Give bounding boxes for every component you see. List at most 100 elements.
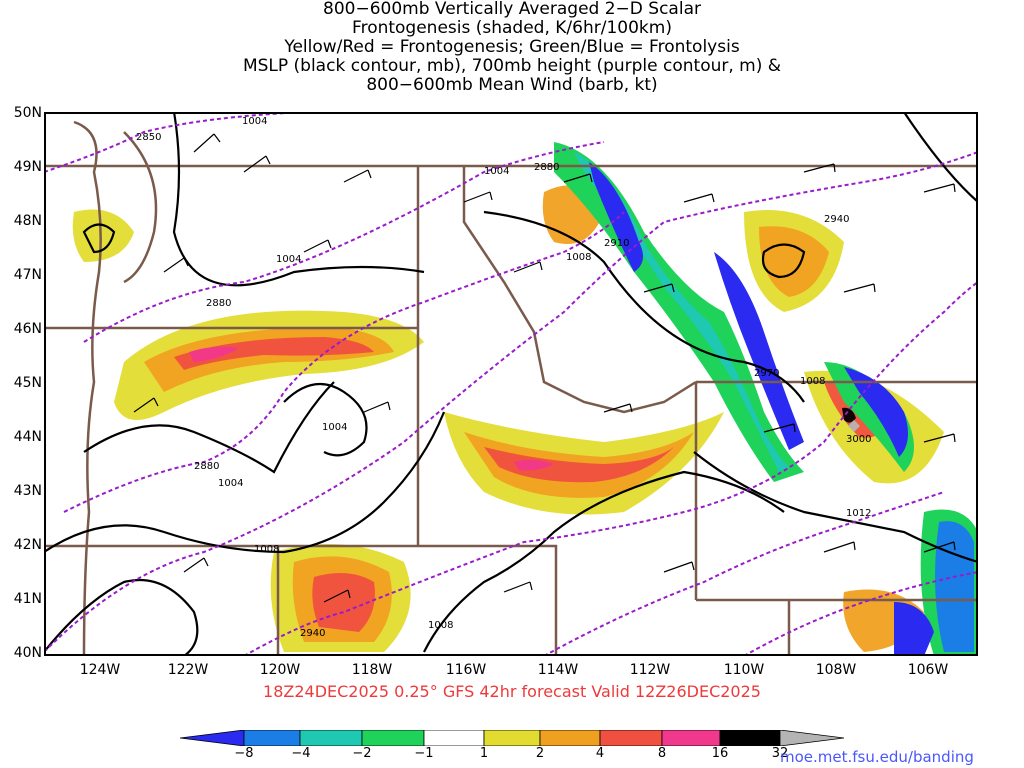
colorbar-label: 32 (771, 746, 789, 761)
mslp-label: 1008 (428, 620, 453, 631)
wind-barb (923, 183, 956, 193)
political-borders (44, 120, 978, 656)
lon-label-112w: 112W (629, 662, 671, 678)
height-label: 3000 (846, 434, 871, 445)
colorbar-neg8-neg4 (243, 730, 301, 746)
height-contours (44, 112, 978, 656)
colorbar-neg4-neg2 (299, 730, 363, 746)
mslp-label: 1004 (484, 166, 509, 177)
wind-barb (823, 541, 856, 553)
colorbar-label: 2 (535, 746, 545, 761)
mslp-label: 1004 (242, 116, 267, 127)
mslp-label: 1008 (800, 376, 825, 387)
lat-label-50n: 50N (13, 105, 42, 121)
height-label: 2910 (604, 238, 629, 249)
lat-label-47n: 47N (13, 267, 42, 283)
lon-label-114w: 114W (537, 662, 579, 678)
wind-barb (303, 239, 332, 253)
wind-barb (163, 257, 189, 273)
lat-label-41n: 41N (13, 591, 42, 607)
wind-barb (683, 193, 715, 203)
border-id-mt (462, 166, 697, 414)
title-line-4: MSLP (black contour, mb), 700mb height (… (242, 56, 782, 76)
lat-label-44n: 44N (13, 429, 42, 445)
mslp-contour-far-east (903, 112, 978, 203)
title-line-5: 800−600mb Mean Wind (barb, kt) (366, 75, 658, 95)
mslp-label: 1008 (254, 544, 279, 555)
frontolysis-band-montana-max (589, 162, 643, 272)
colorbar-2-4 (539, 730, 601, 746)
colorbar-1-2 (483, 730, 541, 746)
lat-label-40n: 40N (13, 645, 42, 661)
mslp-contours (44, 112, 978, 656)
lat-label-48n: 48N (13, 213, 42, 229)
credit-link[interactable]: moe.met.fsu.edu/banding (780, 748, 974, 766)
wind-barb (133, 397, 159, 413)
wind-barb (323, 589, 351, 603)
frontogenesis-wyoming-max (842, 407, 856, 423)
height-contour-3000 (743, 571, 978, 656)
frontogenesis-band-idaho-max (484, 447, 674, 483)
mslp-contour-closed-wyoming (761, 243, 806, 279)
mslp-contour-1008-south (423, 470, 785, 653)
wind-barb (923, 541, 956, 553)
colorbar-label: 1 (479, 746, 489, 761)
lon-label-120w: 120W (259, 662, 301, 678)
colorbar-neg1-1 (423, 730, 485, 746)
mslp-label: 1004 (218, 478, 243, 489)
height-contour-2880-north (83, 141, 605, 343)
frontogenesis-wyoming-peak (848, 420, 860, 432)
lon-label-116w: 116W (445, 662, 487, 678)
height-contour-2850 (44, 112, 305, 173)
wind-barb (663, 561, 695, 573)
height-contour-2940 (243, 281, 978, 656)
colorbar-label: 8 (657, 746, 667, 761)
frontogenesis-shading (72, 185, 944, 652)
wind-barb (183, 557, 209, 573)
wind-barb (193, 133, 221, 153)
lon-label-118w: 118W (351, 662, 393, 678)
wind-barbs (133, 133, 956, 603)
wind-barb (563, 173, 593, 183)
lat-label-45n: 45N (13, 375, 42, 391)
height-label: 2880 (206, 298, 231, 309)
lon-label-108w: 108W (815, 662, 857, 678)
height-label: 2850 (136, 132, 161, 143)
height-label: 2880 (194, 461, 219, 472)
forecast-label: 18Z24DEC2025 0.25° GFS 42hr forecast Val… (263, 682, 761, 701)
mslp-label: 1012 (846, 508, 871, 519)
height-label: 2970 (754, 368, 779, 379)
height-contour-2910 (44, 151, 978, 653)
colorbar-label: −8 (234, 746, 254, 761)
height-contour-2970 (543, 491, 945, 656)
lat-label-42n: 42N (13, 537, 42, 553)
colorbar-label: −4 (291, 746, 311, 761)
frontolysis-band-montana-south (714, 252, 804, 450)
frontogenesis-wyoming-core (759, 226, 829, 297)
frontolysis-band-wyoming (824, 362, 914, 472)
wind-barb (803, 163, 836, 173)
mslp-label: 1004 (322, 422, 347, 433)
lon-label-110w: 110W (723, 662, 765, 678)
colorbar-16-32 (719, 730, 781, 746)
mslp-contour-1004-west (83, 381, 335, 474)
coastline (73, 120, 102, 656)
mslp-label: 1008 (566, 252, 591, 263)
height-label: 2940 (300, 628, 325, 639)
wind-barb (513, 261, 543, 273)
height-contour-2880-south (63, 211, 625, 513)
frontogenesis-idaho-peak (514, 459, 554, 471)
mslp-contour-southwest (44, 578, 199, 656)
frontogenesis-washington (72, 209, 134, 262)
title-line-1: 800−600mb Vertically Averaged 2−D Scalar (323, 0, 701, 19)
map-border (44, 112, 978, 656)
wind-barb (923, 433, 956, 443)
mslp-contour-1012 (693, 451, 978, 564)
wind-barb (343, 169, 372, 183)
title-line-2: Frontogenesis (shaded, K/6hr/100km) (352, 18, 672, 38)
wind-barb (503, 581, 533, 593)
lat-label-46n: 46N (13, 321, 42, 337)
wind-barb (463, 191, 493, 203)
frontolysis-band-colorado-core (935, 521, 974, 652)
lon-label-122w: 122W (167, 662, 209, 678)
